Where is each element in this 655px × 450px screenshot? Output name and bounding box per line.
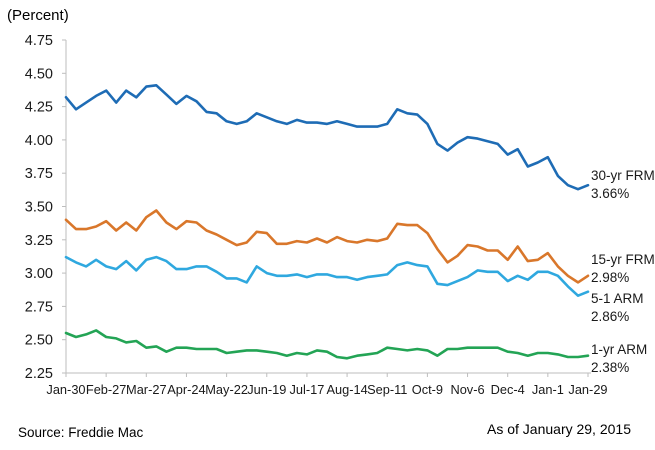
x-tick-label: Sep-11 — [367, 382, 407, 397]
series-name-15yr-frm: 15-yr FRM — [591, 252, 655, 267]
series-line-30-yr-frm — [64, 84, 590, 191]
x-tick-label: Jan-30 — [46, 382, 85, 397]
y-tick-label: 4.50 — [25, 66, 53, 82]
series-label-30yr-frm: 30-yr FRM 3.66% — [591, 167, 655, 203]
x-tick-label: Apr-24 — [167, 382, 205, 397]
y-axis-unit-title: (Percent) — [7, 7, 69, 24]
series-line-15-yr-frm — [64, 209, 590, 284]
y-tick-label: 2.50 — [25, 333, 53, 349]
x-tick-label: Jun-19 — [247, 382, 286, 397]
y-tick-label: 3.00 — [25, 266, 53, 282]
x-tick-label: Jan-29 — [568, 382, 607, 397]
y-tick-label: 3.75 — [25, 166, 53, 182]
series-end-value-30yr-frm: 3.66% — [591, 186, 630, 201]
y-tick-label: 3.50 — [25, 200, 53, 216]
series-name-1yr-arm: 1-yr ARM — [591, 342, 648, 357]
series-end-value-5-1-arm: 2.86% — [591, 309, 630, 324]
x-tick-label: May-22 — [205, 382, 248, 397]
x-tick-label: Feb-27 — [86, 382, 127, 397]
x-tick-label: Jan-1 — [532, 382, 564, 397]
y-tick-label: 4.75 — [25, 33, 53, 49]
series-label-15yr-frm: 15-yr FRM 2.98% — [591, 251, 655, 287]
y-tick-label: 4.25 — [25, 100, 53, 116]
series-end-value-1yr-arm: 2.38% — [591, 360, 630, 375]
series-line-5-1-arm — [64, 255, 590, 298]
series-end-value-15yr-frm: 2.98% — [591, 270, 630, 285]
source-note: Source: Freddie Mac — [18, 425, 144, 440]
y-tick-label: 2.75 — [25, 299, 53, 315]
x-tick-label: Mar-27 — [126, 382, 167, 397]
x-tick-label: Dec-4 — [491, 382, 525, 397]
y-tick-label: 2.25 — [25, 366, 53, 382]
y-tick-label: 3.25 — [25, 233, 53, 249]
series-name-30yr-frm: 30-yr FRM — [591, 168, 655, 183]
x-tick-label: Aug-14 — [326, 382, 367, 397]
x-tick-label: Oct-9 — [412, 382, 443, 397]
y-tick-label: 4.00 — [25, 133, 53, 149]
series-label-1yr-arm: 1-yr ARM 2.38% — [591, 341, 647, 377]
series-line-1-yr-arm — [64, 329, 590, 360]
x-tick-label: Jul-17 — [289, 382, 324, 397]
series-label-5-1-arm: 5-1 ARM 2.86% — [591, 290, 644, 326]
as-of-date-note: As of January 29, 2015 — [487, 421, 631, 437]
x-tick-label: Nov-6 — [450, 382, 484, 397]
series-name-5-1-arm: 5-1 ARM — [591, 291, 644, 306]
